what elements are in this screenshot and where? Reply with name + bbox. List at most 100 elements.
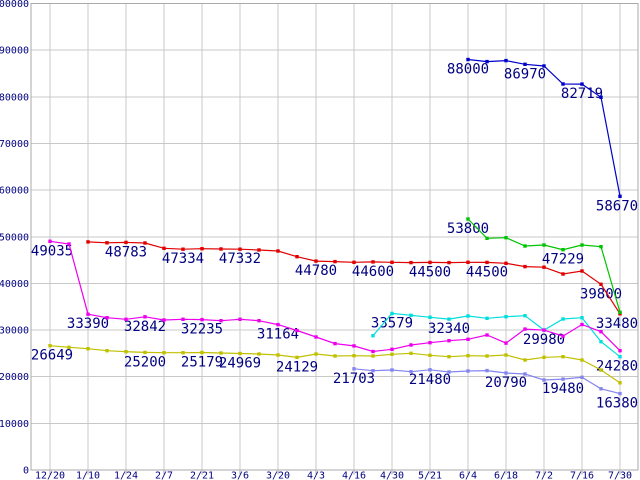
series-magenta-marker bbox=[200, 317, 204, 322]
data-label-red: 47334 bbox=[162, 251, 204, 267]
series-olive-marker bbox=[238, 351, 242, 356]
series-magenta-marker bbox=[599, 330, 603, 334]
x-axis-label: 4/16 bbox=[342, 471, 366, 480]
series-olive-marker bbox=[67, 345, 71, 349]
y-axis-label: 60000 bbox=[0, 186, 29, 197]
series-olive-marker bbox=[314, 352, 318, 356]
series-blue-marker bbox=[485, 59, 489, 64]
x-axis-label: 4/3 bbox=[307, 471, 325, 480]
series-olive-marker bbox=[428, 353, 432, 357]
series-blue-marker bbox=[561, 82, 565, 86]
series-slate-marker bbox=[618, 391, 622, 396]
series-magenta-marker bbox=[105, 316, 109, 320]
series-olive-marker bbox=[86, 347, 90, 351]
series-olive-marker bbox=[485, 354, 489, 358]
series-slate-marker bbox=[390, 368, 394, 372]
series-magenta-marker bbox=[67, 242, 71, 246]
series-green-marker bbox=[466, 217, 470, 221]
series-cyan-marker bbox=[618, 355, 622, 359]
series-green-marker bbox=[504, 236, 508, 240]
series-red-marker bbox=[352, 260, 356, 264]
x-axis-label: 4/30 bbox=[380, 471, 404, 480]
series-cyan-marker bbox=[409, 313, 413, 317]
data-label-red: 44600 bbox=[352, 264, 394, 280]
series-olive-marker bbox=[466, 354, 470, 358]
series-magenta-marker bbox=[238, 317, 242, 321]
data-label-green: 53800 bbox=[447, 221, 489, 237]
series-magenta-marker bbox=[485, 333, 489, 337]
x-axis-label: 7/16 bbox=[570, 471, 594, 480]
series-magenta-marker bbox=[276, 322, 280, 327]
series-olive-marker bbox=[542, 355, 546, 359]
x-axis-label: 1/10 bbox=[76, 471, 100, 480]
series-red-marker bbox=[200, 247, 204, 251]
data-label-olive: 24129 bbox=[276, 359, 318, 375]
series-red-marker bbox=[238, 247, 242, 251]
series-magenta-marker bbox=[447, 339, 451, 343]
series-magenta-marker bbox=[561, 334, 565, 338]
series-slate-marker bbox=[485, 368, 489, 373]
series-red-marker bbox=[371, 260, 375, 264]
series-red-marker bbox=[561, 272, 565, 276]
x-axis-label: 2/21 bbox=[190, 471, 214, 480]
y-axis-label: 40000 bbox=[0, 279, 29, 290]
series-olive-marker bbox=[409, 351, 413, 355]
series-olive-marker bbox=[124, 350, 128, 354]
data-label-magenta: 32235 bbox=[181, 322, 223, 338]
data-label-slate: 19480 bbox=[542, 381, 584, 397]
series-magenta-marker bbox=[48, 239, 52, 243]
series-red-marker bbox=[333, 259, 337, 264]
series-red-marker bbox=[314, 259, 318, 263]
y-axis-label: 100000 bbox=[0, 0, 29, 10]
data-label-magenta: 33390 bbox=[67, 316, 109, 332]
data-label-olive: 25200 bbox=[124, 354, 166, 370]
series-slate-marker bbox=[371, 369, 375, 373]
data-label-red: 48783 bbox=[105, 244, 147, 260]
series-magenta-marker bbox=[219, 319, 223, 323]
series-blue-marker bbox=[599, 95, 603, 99]
data-label-slate: 21703 bbox=[333, 371, 375, 387]
data-label-olive: 25179 bbox=[181, 355, 223, 371]
series-magenta-marker bbox=[181, 317, 185, 321]
series-olive-marker bbox=[504, 353, 508, 357]
series-red-marker bbox=[542, 265, 546, 269]
series-magenta-marker bbox=[257, 319, 261, 323]
series-olive-marker bbox=[390, 352, 394, 356]
series-cyan-marker bbox=[447, 317, 451, 321]
data-label-blue: 82719 bbox=[561, 86, 603, 102]
series-green-marker bbox=[485, 236, 489, 240]
x-axis-label: 3/20 bbox=[266, 471, 290, 480]
series-slate-marker bbox=[352, 367, 356, 371]
series-red-marker bbox=[162, 246, 166, 250]
series-olive-marker bbox=[371, 354, 375, 358]
series-cyan-marker bbox=[428, 315, 432, 319]
y-axis-label: 0 bbox=[23, 466, 29, 477]
series-olive-marker bbox=[200, 350, 204, 355]
series-green-marker bbox=[618, 310, 622, 314]
series-blue-marker bbox=[580, 82, 584, 86]
series-blue-marker bbox=[618, 194, 622, 198]
data-label-slate: 21480 bbox=[409, 372, 451, 388]
series-red-marker bbox=[105, 241, 109, 245]
data-label-blue: 86970 bbox=[504, 66, 546, 82]
series-olive-marker bbox=[447, 355, 451, 359]
series-slate-marker bbox=[580, 375, 584, 379]
series-magenta-marker bbox=[409, 343, 413, 347]
series-cyan-marker bbox=[466, 314, 470, 318]
data-label-magenta: 31164 bbox=[257, 327, 299, 343]
series-magenta-marker bbox=[333, 341, 337, 346]
series-olive-marker bbox=[618, 381, 622, 385]
y-axis-label: 20000 bbox=[0, 372, 29, 383]
series-red-marker bbox=[86, 240, 90, 244]
series-green-marker bbox=[523, 244, 527, 248]
plot-border bbox=[30, 3, 639, 471]
series-magenta-marker bbox=[580, 322, 584, 327]
series-red-marker bbox=[295, 255, 299, 259]
series-red-marker bbox=[599, 282, 603, 286]
data-label-magenta: 49035 bbox=[31, 243, 73, 259]
series-red-marker bbox=[257, 248, 261, 252]
x-axis-label: 3/6 bbox=[231, 471, 249, 480]
series-slate-marker bbox=[599, 387, 603, 391]
